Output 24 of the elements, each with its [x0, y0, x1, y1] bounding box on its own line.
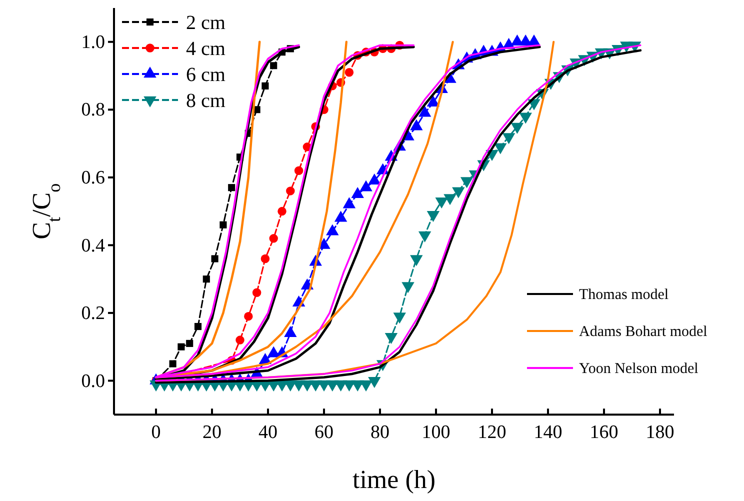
y-tick-label: 0.8 — [81, 100, 105, 121]
y-tick-label: 0.4 — [81, 235, 106, 256]
legend-label: 8 cm — [186, 90, 226, 112]
x-tick-label: 120 — [478, 422, 506, 444]
y-tick-label: 0.2 — [81, 303, 105, 324]
y-tick-label: 1.0 — [81, 32, 105, 53]
x-tick-label: 20 — [202, 422, 222, 444]
y-tick-label: 0.0 — [81, 370, 105, 392]
x-tick-label: 60 — [314, 422, 334, 444]
x-tick-label: 80 — [370, 422, 390, 444]
legend-label: 4 cm — [186, 38, 226, 60]
legend-label: 2 cm — [186, 12, 226, 34]
x-tick-label: 100 — [422, 422, 450, 444]
x-tick-label: 140 — [534, 422, 562, 444]
legend-label: 6 cm — [186, 64, 226, 86]
legend-label: Adams Bohart model — [579, 324, 708, 340]
x-tick-label: 180 — [646, 422, 674, 444]
x-tick-label: 160 — [590, 422, 618, 444]
legend-label: Yoon Nelson model — [579, 361, 698, 377]
y-tick-label: 0.6 — [81, 167, 105, 188]
x-tick-label: 40 — [258, 422, 278, 444]
legend-label: Thomas model — [579, 287, 669, 303]
x-axis-title: time (h) — [352, 465, 436, 494]
x-tick-label: 0 — [151, 422, 161, 444]
